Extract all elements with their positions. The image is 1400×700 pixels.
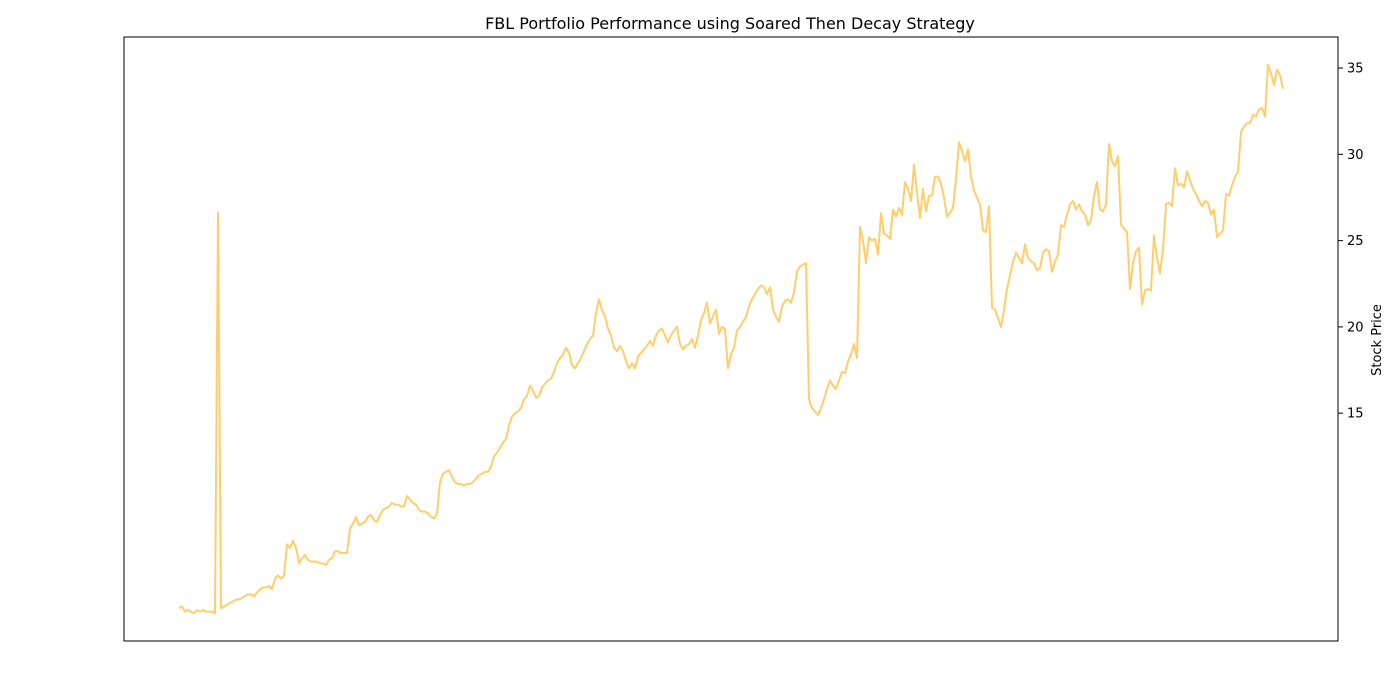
y-tick-label: 35 [1347, 62, 1364, 77]
y-tick-label: 30 [1347, 148, 1364, 163]
line-layer [178, 63, 1284, 615]
y-axis-label: Stock Price [1370, 304, 1385, 376]
y-tick-label: 20 [1347, 320, 1364, 335]
series-line [178, 63, 1284, 615]
plot-frame [123, 36, 1339, 642]
y-tick-label: 15 [1347, 407, 1364, 422]
chart-title: FBL Portfolio Performance using Soared T… [485, 14, 975, 33]
y-axis: 15 20 25 30 35 [1338, 62, 1364, 422]
y-tick-label: 25 [1347, 234, 1364, 249]
